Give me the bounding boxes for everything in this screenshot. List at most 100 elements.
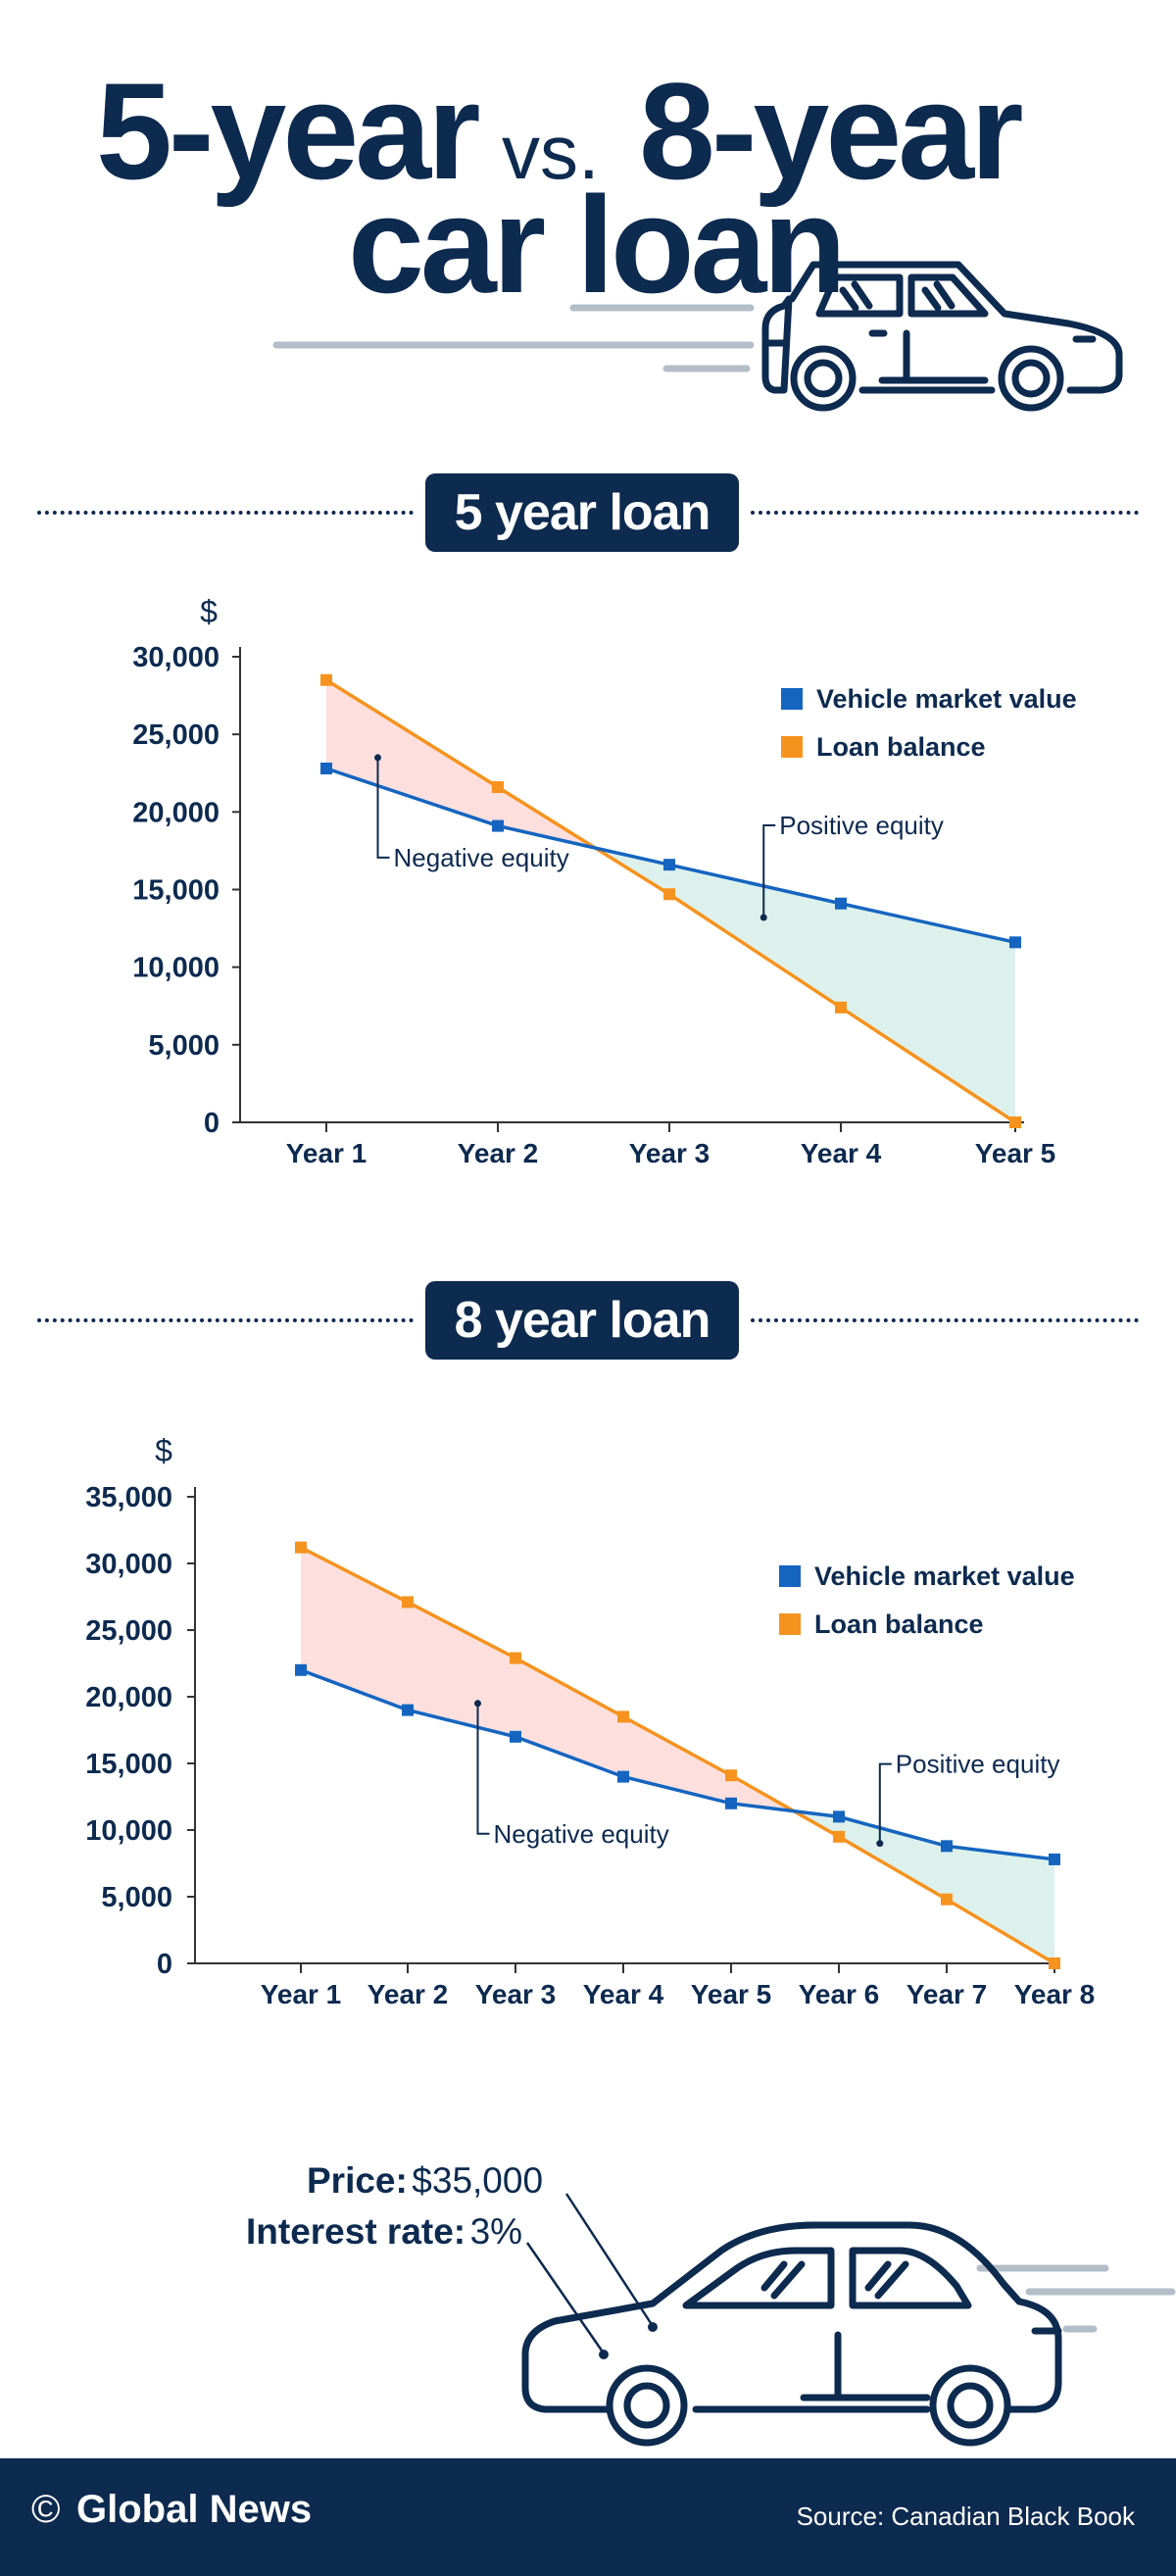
y-axis-label: $: [200, 594, 218, 629]
annotation-negative-equity: Negative equity: [494, 1819, 669, 1849]
annotation-leader: [878, 1762, 892, 1844]
page-header: 5-year vs. 8-year car loan: [0, 0, 1176, 421]
speed-lines: [272, 304, 755, 372]
section-divider-left: [37, 1318, 414, 1322]
legend-swatch: [779, 1613, 801, 1635]
brand-name: Global News: [76, 2488, 313, 2531]
x-tick-label: Year 6: [799, 1979, 880, 2009]
market-value-point: [492, 819, 504, 832]
market-value-point: [663, 859, 675, 871]
market-value-point: [835, 897, 847, 910]
price-row: Price: $35,000: [307, 2160, 543, 2202]
loan-balance-point: [1049, 1957, 1060, 1969]
interest-rate-label: Interest rate:: [246, 2211, 466, 2252]
y-tick-label: 35,000: [85, 1482, 172, 1513]
x-tick-label: Year 8: [1014, 1979, 1096, 2009]
footer: © Global News Source: Canadian Black Boo…: [0, 2458, 1176, 2576]
market-value-point: [725, 1797, 737, 1809]
x-tick-label: Year 4: [583, 1979, 664, 2009]
legend-swatch: [781, 688, 803, 710]
legend-label: Loan balance: [816, 732, 986, 762]
y-tick-label: 20,000: [85, 1682, 172, 1713]
annotation-negative-equity: Negative equity: [394, 843, 569, 872]
annotation-positive-equity: Positive equity: [896, 1750, 1060, 1779]
legend-label: Vehicle market value: [814, 1561, 1075, 1591]
chart-5-year-loan: $0 5,000 10,000 15,000 20,000 25,000 30,000 Yea…: [132, 594, 1077, 1168]
y-tick-label: 25,000: [85, 1615, 172, 1647]
chart-8-year-loan: $0 5,000 10,000 15,000 20,000 25,000 30,000 35,…: [85, 1433, 1096, 2009]
x-tick-label: Year 5: [975, 1138, 1056, 1168]
loan-balance-point: [663, 888, 675, 901]
x-tick-label: Year 1: [261, 1979, 342, 2009]
x-tick-label: Year 4: [801, 1138, 882, 1168]
x-tick-label: Year 5: [691, 1979, 772, 2009]
negative-equity-area: [301, 1547, 795, 1811]
loan-balance-point: [617, 1710, 629, 1723]
legend-swatch: [779, 1565, 801, 1587]
annotation-positive-equity: Positive equity: [779, 811, 944, 840]
market-value-line: [300, 1668, 1055, 1861]
legend-swatch: [781, 736, 803, 758]
section-header-5-year: 5 year loan: [0, 473, 1176, 552]
price-label: Price:: [307, 2160, 408, 2201]
loan-balance-point: [725, 1769, 737, 1782]
annotation-leader: [476, 1703, 490, 1835]
loan-balance-point: [835, 1001, 847, 1014]
y-axis-label: $: [155, 1433, 172, 1468]
x-tick-label: Year 3: [475, 1979, 557, 2009]
legend-label: Loan balance: [814, 1610, 984, 1639]
legend: Vehicle market value Loan balance: [779, 1561, 1075, 1639]
annotation-leader: [762, 824, 776, 917]
loan-balance-point: [1009, 1116, 1021, 1128]
loan-balance-line: [300, 1546, 1055, 1965]
section-title-8-year: 8 year loan: [425, 1281, 739, 1360]
legend: Vehicle market value Loan balance: [781, 684, 1077, 762]
y-tick-label: 10,000: [85, 1815, 172, 1847]
suv-icon: [761, 261, 1123, 412]
positive-equity-area: [595, 848, 1015, 1122]
annotation-leader: [376, 757, 390, 859]
y-tick-label: 0: [157, 1949, 172, 1980]
price-value: $35,000: [412, 2160, 544, 2201]
loan-balance-point: [492, 781, 504, 793]
section-divider-left: [37, 511, 414, 515]
x-tick-label: Year 1: [286, 1138, 368, 1168]
section-divider-right: [751, 1318, 1139, 1322]
y-tick-label: 15,000: [132, 875, 220, 907]
section-title-5-year: 5 year loan: [425, 473, 739, 552]
loan-balance-point: [320, 673, 332, 686]
market-value-point: [510, 1730, 521, 1743]
title-vs: vs.: [502, 109, 600, 195]
header-car-illustration: [272, 261, 1123, 412]
title-eight-year: 8-year: [639, 54, 1024, 208]
source-credit: Source: Canadian Black Book: [796, 2502, 1135, 2531]
market-value-point: [1049, 1853, 1060, 1865]
loan-balance-point: [402, 1596, 414, 1609]
market-value-point: [617, 1770, 629, 1783]
market-value-point: [941, 1840, 953, 1853]
x-tick-label: Year 3: [629, 1138, 710, 1168]
loan-balance-point: [833, 1830, 845, 1843]
title-car-loan: car loan: [348, 168, 847, 322]
x-tick-label: Year 7: [906, 1979, 988, 2009]
y-tick-label: 5,000: [101, 1882, 172, 1913]
section-divider-right: [751, 511, 1139, 515]
callout-lines: [525, 2193, 653, 2352]
interest-rate-row: Interest rate: 3%: [246, 2211, 522, 2253]
speed-lines: [976, 2264, 1176, 2333]
y-tick-label: 30,000: [85, 1549, 172, 1580]
market-value-point: [295, 1663, 307, 1676]
section-header-8-year: 8 year loan: [0, 1281, 1176, 1360]
y-tick-label: 0: [204, 1108, 220, 1139]
y-tick-label: 15,000: [85, 1749, 172, 1780]
sedan-illustration: [521, 2193, 1176, 2447]
market-value-point: [320, 763, 332, 774]
sedan-icon: [521, 2221, 1062, 2447]
title-five-year: 5-year: [96, 54, 481, 208]
loan-balance-point: [295, 1541, 307, 1554]
y-tick-label: 5,000: [148, 1030, 220, 1062]
market-value-point: [402, 1704, 414, 1716]
market-value-point: [833, 1810, 845, 1823]
interest-rate-value: 3%: [469, 2211, 523, 2252]
loan-balance-point: [510, 1652, 521, 1664]
